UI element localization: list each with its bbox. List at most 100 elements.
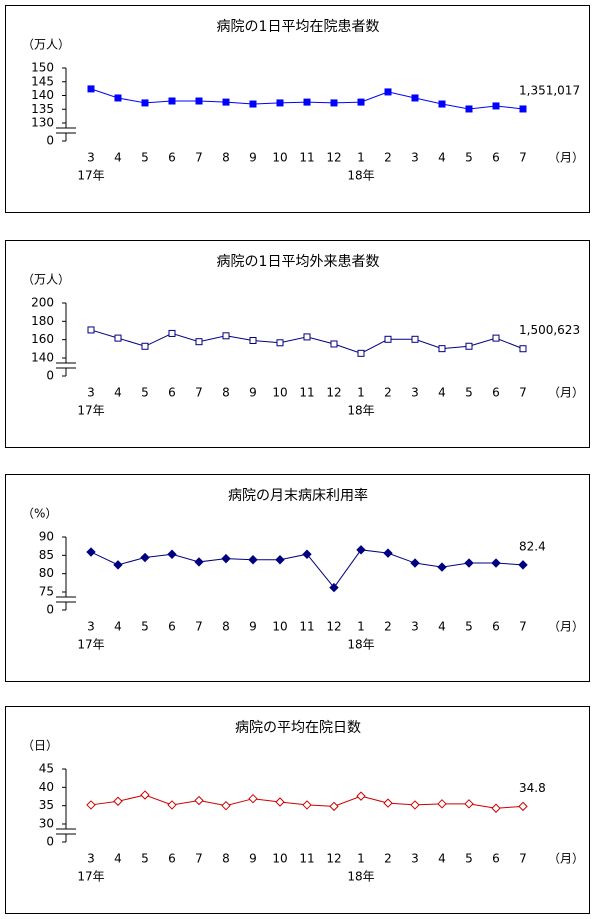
marker (438, 345, 446, 353)
y-tick-label: 75 (39, 585, 54, 599)
x-tick-label: 11 (299, 852, 314, 866)
y-tick-label: 180 (31, 314, 54, 328)
year-label: 17年 (77, 404, 104, 418)
x-tick-label: 3 (411, 620, 419, 634)
x-tick-label: 6 (168, 620, 176, 634)
x-tick-label: 3 (411, 151, 419, 165)
x-tick-label: 11 (299, 151, 314, 165)
y-tick-label: 80 (39, 566, 54, 580)
y-tick-label: 40 (39, 780, 54, 794)
y-tick-label: 130 (31, 116, 54, 130)
y-tick-label: 150 (31, 61, 54, 75)
marker (114, 94, 122, 102)
marker (194, 795, 204, 806)
y-unit: （万人） (22, 38, 70, 52)
marker (411, 335, 419, 343)
annotation: 1,351,017 (519, 83, 580, 97)
marker (438, 100, 446, 108)
marker (465, 342, 473, 350)
chart-title: 病院の1日平均外来患者数 (217, 254, 380, 270)
x-tick-label: 7 (519, 151, 527, 165)
x-tick-label: 5 (465, 620, 473, 634)
x-unit: （月） (548, 151, 584, 165)
x-tick-label: 4 (438, 852, 446, 866)
year-label: 17年 (77, 638, 104, 652)
x-tick-label: 2 (384, 620, 392, 634)
marker (492, 334, 500, 342)
marker (249, 336, 257, 344)
x-tick-label: 12 (326, 852, 341, 866)
y-unit: （万人） (22, 273, 70, 287)
x-tick-label: 4 (114, 852, 122, 866)
marker (518, 560, 528, 570)
marker (113, 796, 123, 806)
marker (410, 558, 420, 568)
marker (141, 99, 149, 107)
annotation: 1,500,623 (519, 323, 580, 337)
y-tick-label: 90 (39, 530, 54, 544)
panel-border (5, 5, 590, 213)
marker (437, 799, 447, 809)
marker (87, 85, 95, 93)
marker (465, 105, 473, 113)
marker (492, 102, 500, 110)
marker (519, 345, 527, 353)
x-tick-label: 7 (519, 386, 527, 400)
axis-break (56, 128, 76, 133)
y-tick-label: 0 (46, 835, 54, 849)
x-tick-label: 11 (299, 386, 314, 400)
x-tick-label: 10 (272, 852, 287, 866)
marker (86, 800, 96, 810)
axis-break (56, 829, 76, 834)
x-tick-label: 4 (114, 386, 122, 400)
chart-title: 病院の月末病床利用率 (228, 487, 368, 504)
x-tick-label: 4 (438, 386, 446, 400)
marker (464, 799, 474, 809)
y-tick-label: 45 (39, 762, 54, 776)
x-unit: （月） (548, 620, 584, 634)
marker (464, 558, 474, 568)
x-tick-label: 3 (411, 386, 419, 400)
marker (248, 793, 258, 804)
x-tick-label: 6 (492, 852, 500, 866)
x-tick-label: 6 (168, 852, 176, 866)
x-tick-label: 8 (222, 852, 230, 866)
x-tick-label: 1 (357, 386, 365, 400)
x-tick-label: 7 (519, 620, 527, 634)
x-tick-label: 2 (384, 852, 392, 866)
year-label: 18年 (347, 169, 374, 183)
chart-panel: 病院の1日平均在院患者数（万人）（月）0130135140145150317年4… (5, 5, 590, 213)
x-tick-label: 5 (141, 852, 149, 866)
y-unit: （日） (22, 739, 58, 753)
marker (168, 97, 176, 105)
marker (303, 333, 311, 341)
x-tick-label: 3 (87, 151, 95, 165)
marker (87, 326, 95, 334)
marker (519, 105, 527, 113)
x-tick-label: 7 (519, 852, 527, 866)
x-unit: （月） (548, 386, 584, 400)
x-tick-label: 4 (438, 620, 446, 634)
x-tick-label: 7 (195, 620, 203, 634)
x-tick-label: 5 (465, 151, 473, 165)
marker (357, 349, 365, 357)
x-tick-label: 9 (249, 151, 257, 165)
chart-title: 病院の平均在院日数 (235, 720, 361, 736)
marker (302, 800, 312, 810)
marker (384, 335, 392, 343)
marker (86, 547, 96, 557)
marker (141, 342, 149, 350)
y-tick-label: 145 (31, 74, 54, 88)
x-tick-label: 5 (465, 852, 473, 866)
marker (222, 332, 230, 340)
marker (357, 98, 365, 106)
panel-border (5, 706, 590, 914)
marker (276, 99, 284, 107)
chart-panel: 病院の1日平均外来患者数 （万人） （月） 0 140 160 180 200 3 17年 4 5 6 7… (5, 240, 590, 448)
marker (140, 552, 150, 563)
marker (518, 801, 528, 812)
x-tick-label: 9 (249, 620, 257, 634)
marker (491, 803, 501, 813)
panel-border (5, 474, 590, 682)
